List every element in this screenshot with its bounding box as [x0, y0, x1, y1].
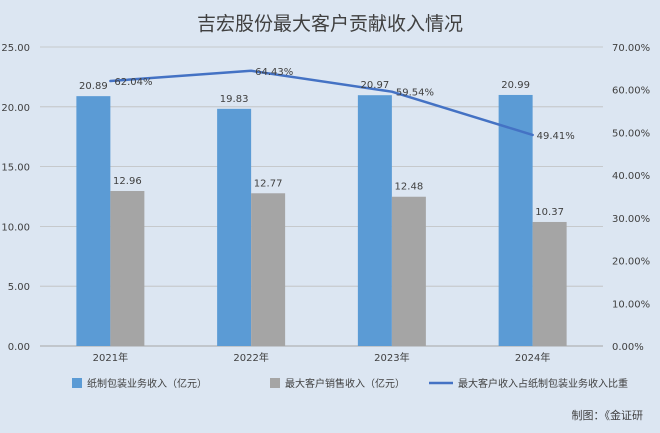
x-tick-label: 2022年 — [233, 351, 268, 364]
bar-packaging-revenue — [217, 108, 252, 347]
right-tick-label: 60.00% — [612, 86, 650, 97]
right-tick-label: 10.00% — [612, 299, 650, 310]
right-tick-label: 70.00% — [612, 43, 650, 54]
bar-top-customer-sales — [391, 196, 426, 346]
credit-text: 制图：《金证研 — [572, 408, 644, 422]
left-axis: 0.00 5.00 10.00 15.00 20.00 25.00 — [1, 43, 30, 353]
bar-data-label: 12.77 — [254, 178, 283, 189]
legend-label: 最大客户收入占纸制包装业务收入比重 — [458, 377, 628, 390]
line-data-label: 49.41% — [537, 131, 575, 142]
bar-data-label: 20.89 — [79, 81, 108, 92]
line-data-label: 62.04% — [114, 77, 152, 88]
chart-title: 吉宏股份最大客户贡献收入情况 — [197, 13, 463, 35]
left-tick-label: 0.00 — [8, 342, 30, 353]
x-tick-label: 2024年 — [515, 351, 550, 364]
legend-label: 纸制包装业务收入（亿元） — [87, 377, 207, 390]
legend-swatch — [270, 378, 280, 388]
x-tick-label: 2021年 — [93, 351, 128, 364]
bar-top-customer-sales — [251, 193, 286, 346]
right-tick-label: 30.00% — [612, 214, 650, 225]
bar-data-label: 20.99 — [501, 80, 530, 91]
left-tick-label: 20.00 — [1, 103, 30, 114]
bar-packaging-revenue — [498, 94, 533, 347]
bars — [76, 94, 567, 347]
right-tick-label: 20.00% — [612, 257, 650, 268]
bar-packaging-revenue — [357, 95, 392, 347]
left-tick-label: 15.00 — [1, 163, 30, 174]
line-data-label: 59.54% — [396, 88, 434, 99]
bar-data-label: 19.83 — [220, 94, 249, 105]
x-tick-label: 2023年 — [374, 351, 409, 364]
right-tick-label: 50.00% — [612, 128, 650, 139]
right-tick-label: 0.00% — [612, 342, 644, 353]
left-tick-label: 10.00 — [1, 222, 30, 233]
bar-top-customer-sales — [532, 221, 567, 346]
left-tick-label: 25.00 — [1, 43, 30, 54]
bar-top-customer-sales — [110, 190, 145, 346]
right-axis: 0.00% 10.00% 20.00% 30.00% 40.00% 50.00% 60.00… — [612, 43, 650, 353]
legend-swatch — [72, 378, 82, 388]
ratio-line — [109, 69, 534, 137]
bar-data-label: 10.37 — [535, 207, 564, 218]
legend-label: 最大客户销售收入（亿元） — [285, 377, 405, 390]
left-tick-label: 5.00 — [8, 282, 30, 293]
right-tick-label: 40.00% — [612, 171, 650, 182]
bar-data-label: 12.96 — [113, 176, 142, 187]
bar-data-label: 12.48 — [395, 182, 424, 193]
legend: 纸制包装业务收入（亿元） 最大客户销售收入（亿元） 最大客户收入占纸制包装业务收入比… — [72, 377, 628, 390]
ratio-line-path — [109, 69, 534, 137]
bar-data-label: 20.97 — [361, 80, 390, 91]
x-axis: 2021年 2022年 2023年 2024年 — [93, 351, 551, 364]
data-labels: 20.89 19.83 20.97 20.99 12.96 12.77 12.48 10.37… — [79, 67, 575, 218]
line-data-label: 64.43% — [255, 67, 293, 78]
bar-packaging-revenue — [76, 96, 111, 346]
